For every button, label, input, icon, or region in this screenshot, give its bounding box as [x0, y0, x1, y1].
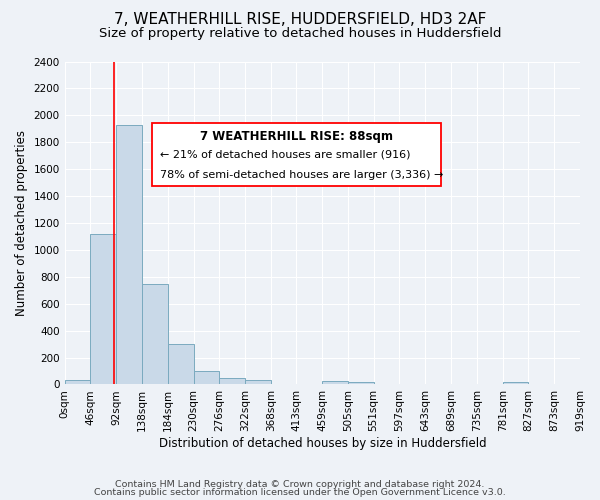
Bar	[322, 381, 348, 384]
Bar	[91, 234, 116, 384]
Text: Size of property relative to detached houses in Huddersfield: Size of property relative to detached ho…	[99, 28, 501, 40]
FancyBboxPatch shape	[152, 123, 441, 186]
Bar	[348, 382, 374, 384]
Bar	[168, 344, 194, 385]
Bar	[116, 124, 142, 384]
Bar	[220, 378, 245, 384]
Text: 7, WEATHERHILL RISE, HUDDERSFIELD, HD3 2AF: 7, WEATHERHILL RISE, HUDDERSFIELD, HD3 2…	[114, 12, 486, 28]
Bar	[245, 380, 271, 384]
Bar	[503, 382, 529, 384]
Y-axis label: Number of detached properties: Number of detached properties	[15, 130, 28, 316]
Bar	[194, 371, 220, 384]
Text: Contains HM Land Registry data © Crown copyright and database right 2024.: Contains HM Land Registry data © Crown c…	[115, 480, 485, 489]
Text: 7 WEATHERHILL RISE: 88sqm: 7 WEATHERHILL RISE: 88sqm	[200, 130, 393, 143]
Bar	[142, 284, 168, 384]
Bar	[65, 380, 91, 384]
Text: Contains public sector information licensed under the Open Government Licence v3: Contains public sector information licen…	[94, 488, 506, 497]
X-axis label: Distribution of detached houses by size in Huddersfield: Distribution of detached houses by size …	[158, 437, 486, 450]
Text: ← 21% of detached houses are smaller (916): ← 21% of detached houses are smaller (91…	[160, 150, 410, 160]
Text: 78% of semi-detached houses are larger (3,336) →: 78% of semi-detached houses are larger (…	[160, 170, 443, 179]
